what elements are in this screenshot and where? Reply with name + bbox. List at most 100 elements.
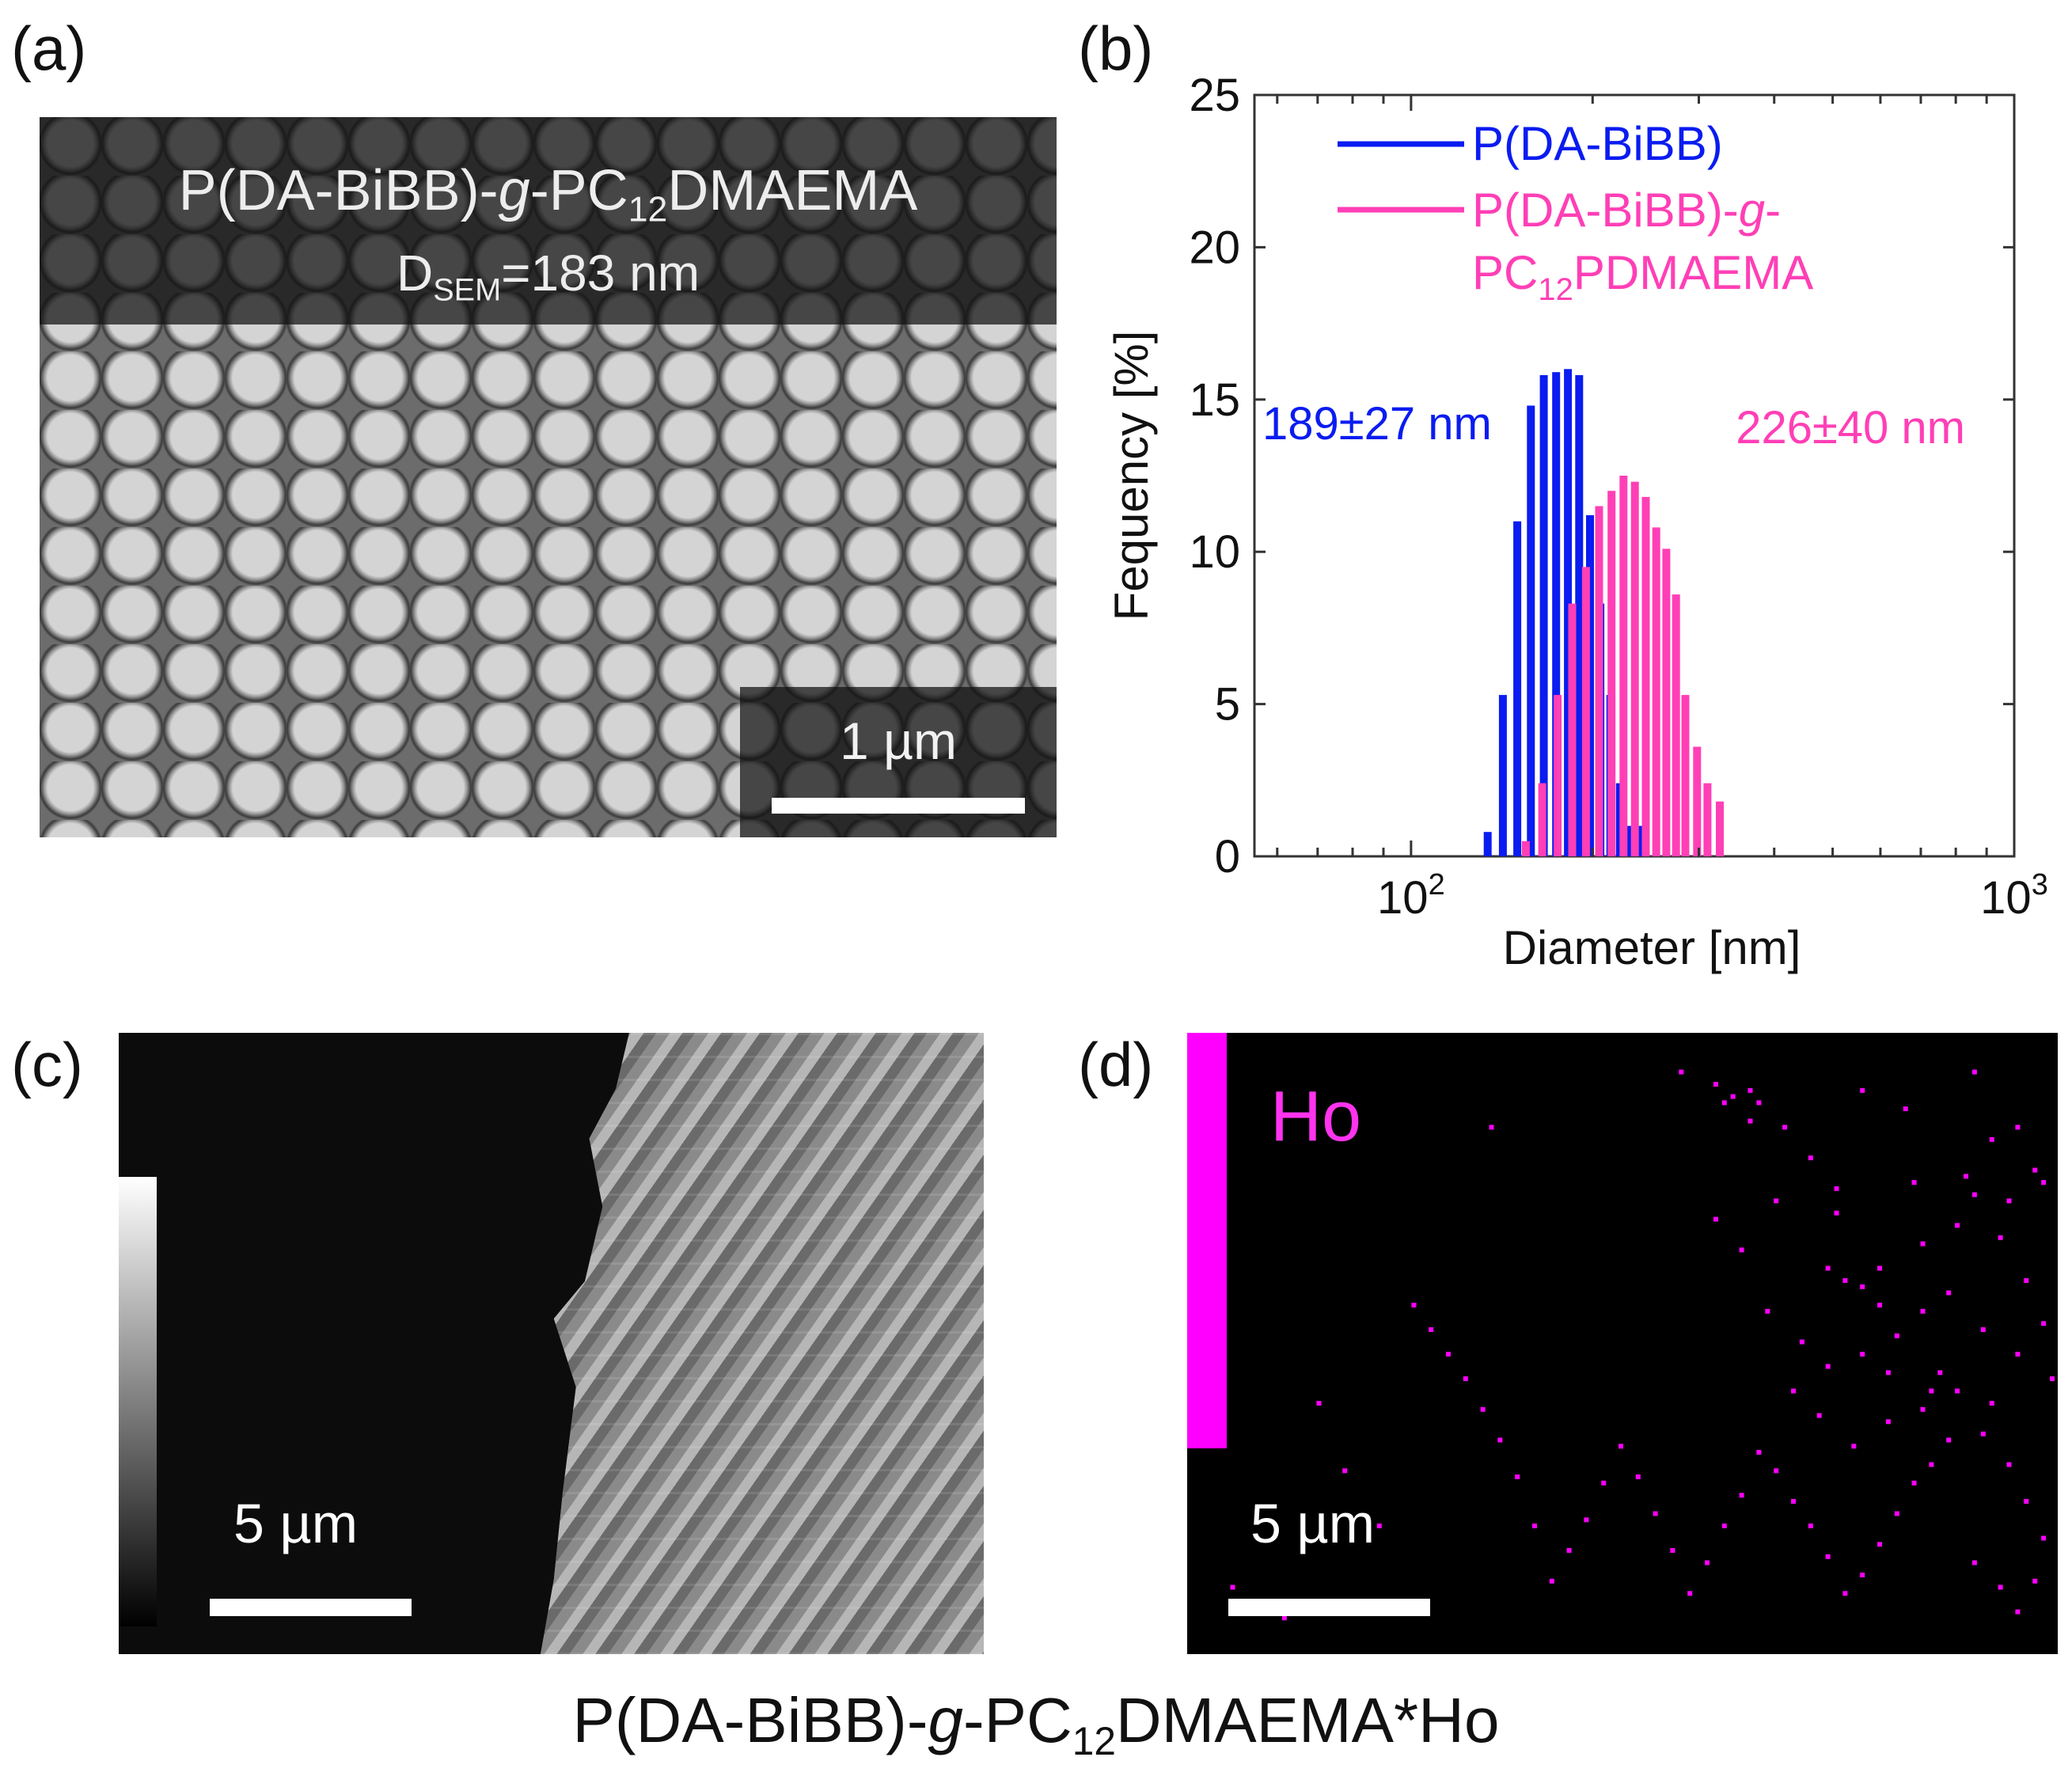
ho-dot (1937, 1370, 1943, 1376)
ho-dot (1497, 1437, 1503, 1443)
ho-dot (2015, 1125, 2021, 1130)
bar-series-1 (1568, 603, 1577, 856)
y-tick-label: 5 (1215, 679, 1240, 731)
y-tick-label: 15 (1189, 374, 1240, 426)
ho-dot (1860, 1087, 1865, 1093)
y-tick-label: 10 (1189, 526, 1240, 578)
scalebar-label-c: 5 µm (233, 1493, 359, 1554)
ho-dot (1860, 1352, 1865, 1357)
bar-series-1 (1521, 841, 1530, 856)
bar-series-1 (1641, 496, 1650, 856)
ho-dot (1342, 1468, 1348, 1474)
ho-dot (1911, 1480, 1917, 1486)
ho-dot (1989, 1137, 1994, 1142)
ho-dot (1980, 1327, 1986, 1332)
ho-dot (1885, 1370, 1891, 1376)
ho-dot (1230, 1584, 1235, 1590)
ho-dot (1825, 1266, 1831, 1271)
ho-dot (1774, 1468, 1779, 1474)
bar-series-1 (1554, 695, 1562, 856)
ho-dot (2015, 1609, 2021, 1615)
ho-dot (1765, 1308, 1770, 1314)
bar-series-0 (1625, 825, 1634, 856)
ho-dot (2006, 1198, 2012, 1204)
ho-dot (1834, 1186, 1839, 1191)
sem-image-c: 5 µm (119, 1033, 984, 1654)
bar-series-0 (1483, 832, 1492, 856)
bar-series-1 (1607, 491, 1616, 856)
ho-dot (1411, 1303, 1417, 1307)
ho-dot (1989, 1401, 1994, 1406)
ho-dot (1860, 1573, 1865, 1577)
ho-dot (1739, 1247, 1744, 1253)
ho-dot (1920, 1308, 1926, 1314)
ho-dot (1670, 1548, 1675, 1553)
ho-dot (1429, 1327, 1434, 1332)
scalebar-c (210, 1599, 412, 1616)
figure-caption: P(DA-BiBB)-g-PC12DMAEMA*Ho (572, 1685, 1500, 1763)
ho-dot (1929, 1388, 1934, 1394)
ho-dot (1549, 1578, 1554, 1584)
ho-dot (1825, 1554, 1831, 1559)
bar-series-1 (1662, 548, 1671, 856)
legend-label-pink-line1: P(DA-BiBB)-g- (1472, 184, 1781, 237)
bar-series-1 (1716, 801, 1724, 856)
ho-dot (1748, 1118, 1753, 1124)
legend-label-pink-line2: PC12PDMAEMA (1472, 246, 1813, 307)
ho-dot (1730, 1094, 1736, 1099)
ho-dot (1774, 1198, 1779, 1204)
bar-series-1 (1538, 783, 1546, 856)
ho-dot (1679, 1069, 1684, 1075)
ho-dot (1955, 1223, 1960, 1228)
ho-dot (1619, 1444, 1623, 1449)
ho-dot (1721, 1524, 1727, 1528)
ho-dot (2032, 1167, 2038, 1173)
ho-dot (1376, 1524, 1382, 1528)
ho-dot (1825, 1364, 1831, 1369)
scalebar-d (1228, 1599, 1430, 1616)
y-tick-label: 0 (1215, 831, 1240, 882)
grayscale-colorbar (119, 1177, 157, 1626)
ho-dot (1877, 1542, 1882, 1547)
x-tick-label: 102 (1377, 868, 1445, 924)
ho-dot (1834, 1210, 1839, 1216)
ho-dot (2032, 1578, 2038, 1584)
legend-label-blue: P(DA-BiBB) (1472, 117, 1723, 170)
bar-series-1 (1595, 506, 1603, 856)
ho-dot (1842, 1278, 1848, 1283)
ho-dot (1566, 1548, 1572, 1553)
bar-series-0 (1513, 521, 1522, 856)
bar-series-1 (1703, 783, 1712, 856)
ho-dot (1894, 1511, 1899, 1516)
ho-dot (2041, 1321, 2047, 1326)
ho-dot (1877, 1266, 1882, 1271)
ho-dot (1316, 1401, 1322, 1406)
ho-dot (1687, 1591, 1693, 1596)
bar-series-1 (1619, 476, 1628, 856)
bar-series-0 (1564, 369, 1573, 856)
bar-series-0 (1586, 515, 1594, 856)
ho-dot (1964, 1174, 1968, 1179)
y-axis-ticks: 0 5 10 15 20 25 (1189, 71, 2014, 882)
ho-dot (1705, 1560, 1710, 1565)
ho-dot (2050, 1376, 2055, 1381)
sem-title-band (40, 117, 1057, 324)
ho-dot (1920, 1406, 1926, 1412)
ho-dot (1929, 1462, 1934, 1467)
ho-dot (1980, 1431, 1986, 1436)
panel-label-a: (a) (11, 13, 87, 83)
ho-dot (1971, 1560, 1977, 1565)
bar-series-0 (1539, 375, 1548, 856)
x-axis-label: Diameter [nm] (1503, 921, 1801, 974)
x-axis-ticks: 102 103 (1276, 95, 2048, 924)
scalebar-box-a: 1 µm (740, 687, 1057, 837)
eds-map-d: Ho 5 µm (1187, 1033, 2058, 1654)
ho-dot (1653, 1511, 1658, 1516)
bar-series-0 (1552, 372, 1561, 856)
ho-dot (1601, 1480, 1607, 1486)
ho-dot (1739, 1493, 1744, 1498)
y-axis-label: Fequency [%] (1105, 331, 1158, 621)
ho-dot (2041, 1535, 2047, 1541)
ho-dot (1532, 1524, 1537, 1528)
ho-dot (1808, 1524, 1813, 1528)
